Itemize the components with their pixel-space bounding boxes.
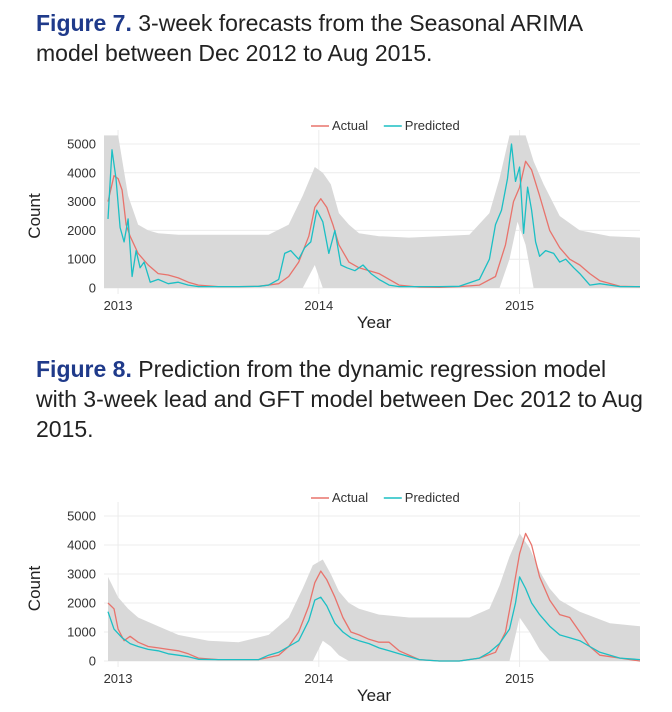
y-tick-label: 1000 (67, 252, 96, 267)
figure-7-text: 3-week forecasts from the Seasonal ARIMA… (36, 10, 582, 66)
legend: Actual Predicted (311, 118, 460, 133)
y-tick-label: 5000 (67, 509, 96, 524)
confidence-band (104, 135, 640, 288)
x-tick-label: 2013 (104, 298, 133, 313)
x-axis-label: Year (357, 686, 392, 705)
x-tick-label: 2015 (505, 671, 534, 686)
x-axis-label: Year (357, 313, 392, 332)
x-tick-label: 2014 (304, 298, 333, 313)
legend-label-predicted: Predicted (405, 118, 460, 133)
y-tick-label: 2000 (67, 596, 96, 611)
legend-label-predicted: Predicted (405, 490, 460, 505)
figure-8-text: Prediction from the dynamic regression m… (36, 356, 643, 442)
figure-8-caption: Figure 8. Prediction from the dynamic re… (36, 354, 646, 444)
series-line-actual (107, 532, 640, 662)
confidence-band (108, 533, 640, 661)
y-tick-label: 1000 (67, 625, 96, 640)
y-tick-label: 4000 (67, 165, 96, 180)
series-line-predicted (107, 143, 640, 288)
y-tick-label: 0 (89, 281, 96, 296)
y-axis-label: Count (25, 193, 44, 239)
figure-7-caption: Figure 7. 3-week forecasts from the Seas… (36, 8, 646, 68)
legend-label-actual: Actual (332, 118, 368, 133)
figure-8-chart: 0 1000 2000 3000 4000 5000 2013 2014 2015 Year Cou… (25, 490, 640, 705)
y-tick-label: 4000 (67, 538, 96, 553)
y-axis-label: Count (25, 566, 44, 612)
figure-7-label: Figure 7. (36, 10, 132, 36)
x-tick-label: 2014 (304, 671, 333, 686)
figure-7-chart: 0 1000 2000 3000 4000 5000 2013 2014 2015 Year Cou… (25, 118, 640, 332)
y-tick-label: 0 (89, 654, 96, 669)
legend-label-actual: Actual (332, 490, 368, 505)
series-line-predicted (107, 576, 640, 662)
figure-8-label: Figure 8. (36, 356, 132, 382)
x-tick-label: 2015 (505, 298, 534, 313)
y-tick-label: 3000 (67, 194, 96, 209)
y-tick-label: 3000 (67, 567, 96, 582)
x-tick-label: 2013 (104, 671, 133, 686)
y-tick-label: 2000 (67, 223, 96, 238)
y-tick-label: 5000 (67, 137, 96, 152)
legend: Actual Predicted (311, 490, 460, 505)
